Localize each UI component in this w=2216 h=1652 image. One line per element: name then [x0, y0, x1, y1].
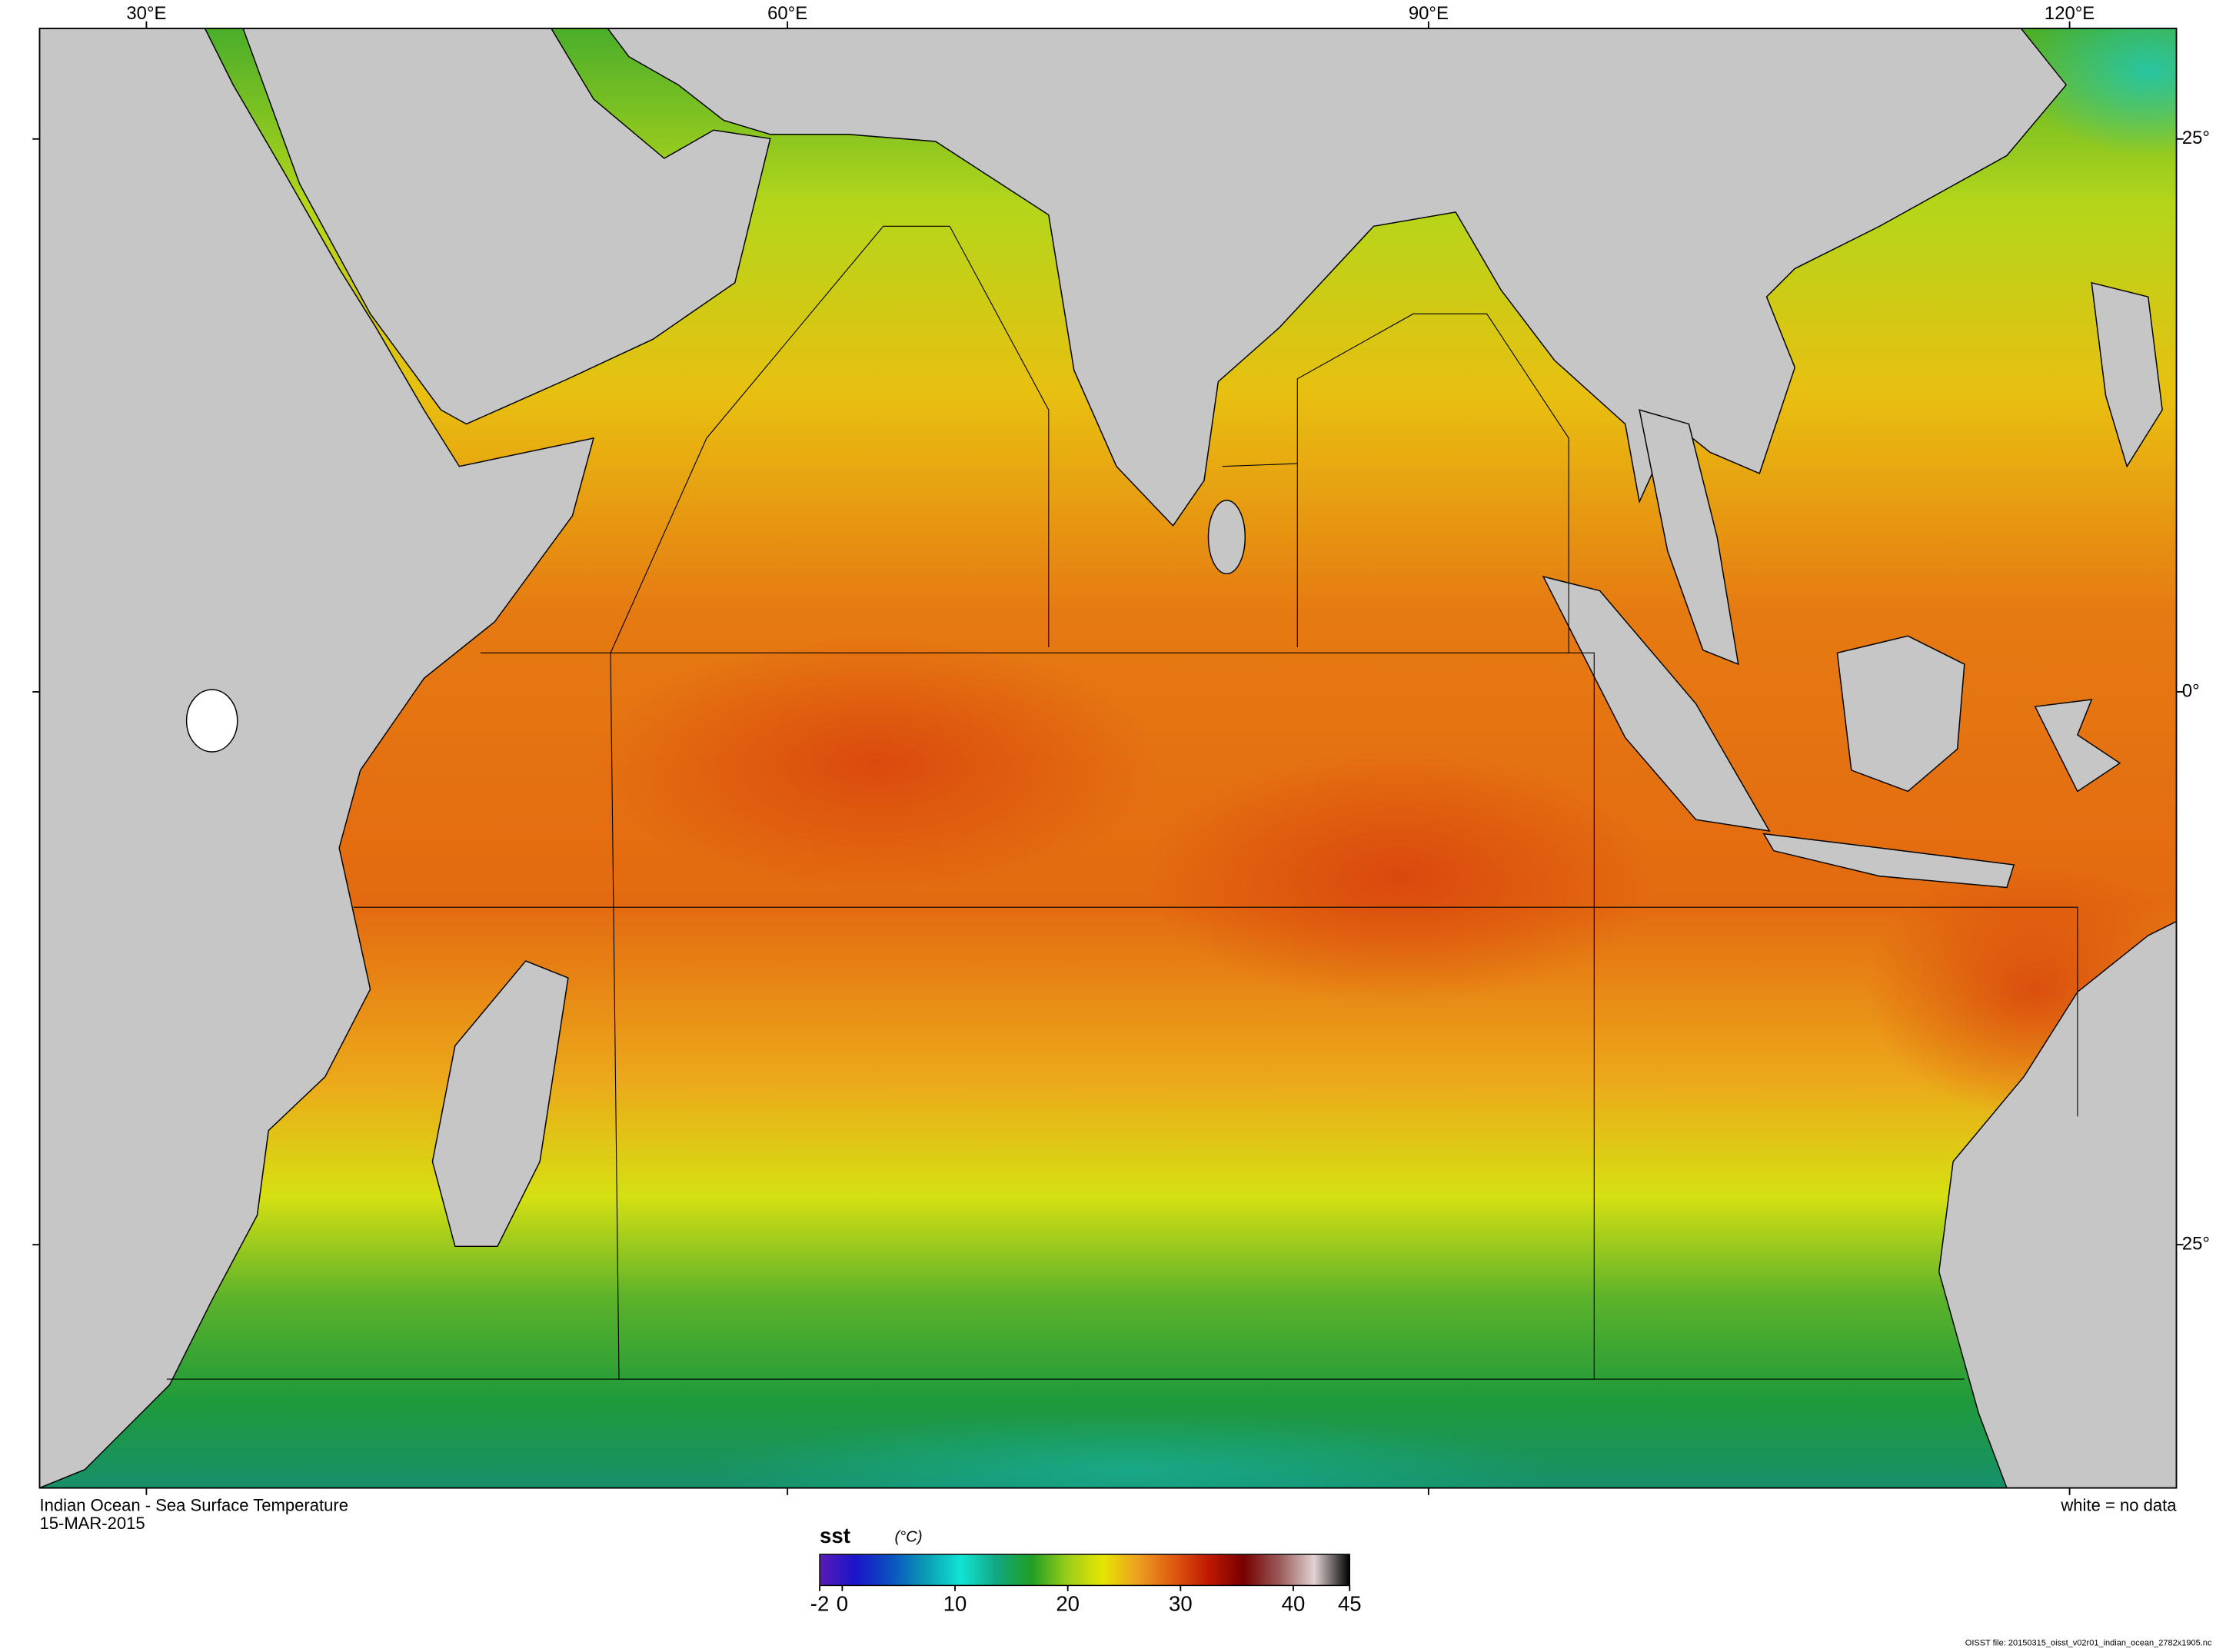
sumatra [1542, 575, 1771, 832]
colorbar-tick-label: 45 [1338, 1591, 1362, 1615]
sri-lanka [1207, 500, 1246, 575]
colorbar-unit: (°C) [894, 1528, 922, 1545]
colorbar-tick-label: -2 [810, 1591, 830, 1615]
lon-tick-label: 120°E [2045, 3, 2095, 24]
lon-tick-label: 60°E [767, 3, 807, 24]
madagascar [431, 960, 569, 1248]
colorbar-tick-label: 20 [1056, 1591, 1080, 1615]
colorbar-tick-label: 30 [1169, 1591, 1193, 1615]
lat-tick-label: 0° [2182, 680, 2200, 701]
colorbar: -2 0 10 20 30 40 45 [810, 1554, 1362, 1615]
no-data-note: white = no data [2060, 1495, 2177, 1514]
warm-pool [593, 636, 1160, 891]
asia [607, 28, 2068, 527]
australia [1938, 920, 2177, 1488]
region-boundary [353, 906, 2078, 1117]
lon-tick-label: 90°E [1409, 3, 1449, 24]
file-note: OISST file: 20150315_oisst_v02r01_indian… [1965, 1639, 2212, 1648]
map-date: 15-MAR-2015 [39, 1514, 145, 1533]
region-boundary [1222, 463, 1298, 467]
lat-tick-label: 25° [2182, 128, 2210, 148]
colorbar-scale [819, 1554, 1351, 1587]
colorbar-variable: sst [820, 1524, 850, 1547]
colorbar-tick-label: 40 [1282, 1591, 1306, 1615]
map-title: Indian Ocean - Sea Surface Temperature [39, 1495, 348, 1514]
colorbar-tick-label: 10 [943, 1591, 967, 1615]
colorbar-tick-label: 0 [837, 1591, 848, 1615]
malay-peninsula [1639, 409, 1739, 666]
africa [39, 28, 594, 1488]
borneo [1836, 635, 1965, 793]
lon-tick-label: 30°E [126, 3, 166, 24]
lat-tick-label: 25° [2182, 1233, 2210, 1254]
map-area [39, 28, 2177, 1488]
no-data-lake [185, 689, 238, 753]
region-boundary [1296, 313, 1569, 653]
cool-water [2021, 28, 2177, 156]
sulawesi [2034, 699, 2121, 793]
cool-water [707, 1413, 1555, 1488]
warm-pool [1144, 749, 1654, 1004]
java [1762, 833, 2015, 889]
region-boundary [610, 225, 1050, 653]
map-frame [38, 28, 2178, 1489]
arabia [242, 28, 771, 425]
philippines [2091, 281, 2163, 468]
